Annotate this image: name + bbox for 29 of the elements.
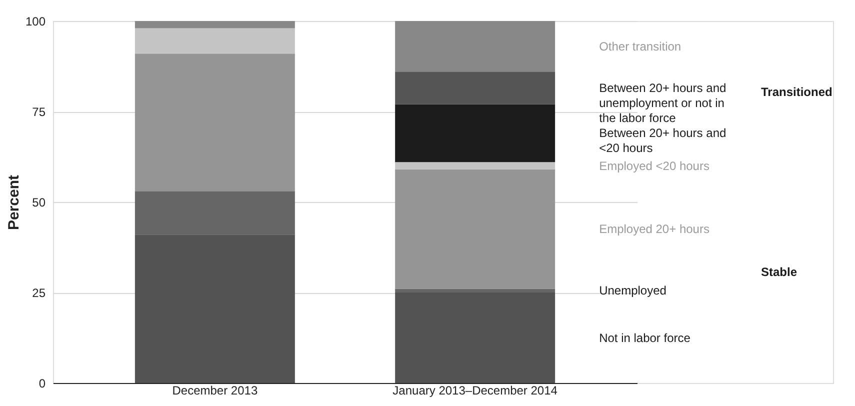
bar [395, 104, 556, 162]
text: Not in labor force [599, 330, 691, 345]
bar [134, 21, 295, 28]
text: Transitioned [761, 85, 832, 99]
y-axis-title: Percent [5, 174, 22, 230]
bar [395, 72, 556, 104]
text: Unemployed [599, 284, 666, 298]
y-tick-label: 75 [32, 105, 46, 119]
bar [395, 292, 556, 383]
bar [134, 191, 295, 235]
bar [395, 288, 556, 292]
text: Between 20+ hours and unemployment or not in the labor force [599, 80, 726, 125]
x-tick-label: January 2013–December 2014 [392, 384, 558, 398]
text: Between 20+ hours and <20 hours [599, 126, 726, 156]
bar [395, 169, 556, 289]
y-tick-label: 50 [32, 196, 46, 210]
y-tick-label: 0 [38, 376, 46, 390]
bar [395, 21, 556, 72]
y-tick-label: 25 [32, 286, 46, 300]
text: Employed 20+ hours [599, 222, 710, 236]
bar [134, 54, 295, 192]
text: Stable [761, 265, 798, 279]
x-tick-label: December 2013 [172, 384, 258, 398]
text: Employed <20 hours [599, 158, 710, 173]
text: Other transition [599, 39, 682, 54]
bar [134, 234, 295, 383]
bar [134, 28, 295, 54]
y-tick-label: 100 [25, 14, 46, 28]
bar [395, 162, 556, 170]
